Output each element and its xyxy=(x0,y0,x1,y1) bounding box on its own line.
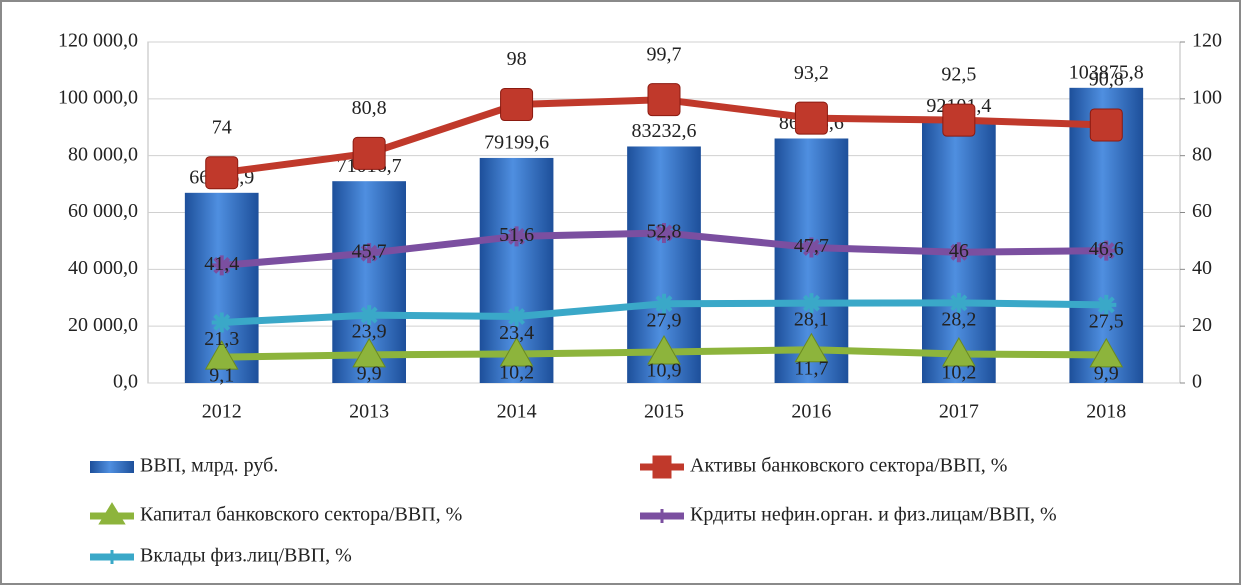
legend-item: Крдиты нефин.орган. и физ.лицам/ВВП, % xyxy=(640,504,1057,526)
legend-swatch xyxy=(90,461,134,473)
line-marker xyxy=(801,293,822,314)
line-value-label: 10,2 xyxy=(499,362,534,384)
line-marker xyxy=(801,237,822,258)
bar-value-label: 103875,8 xyxy=(1069,61,1144,83)
legend-marker xyxy=(655,509,669,523)
line-value-label: 74 xyxy=(212,116,232,138)
y-tick-label: 80 000,0 xyxy=(68,143,138,165)
line-value-label: 9,9 xyxy=(357,362,382,384)
line-value-label: 23,4 xyxy=(499,322,534,344)
y2-tick-label: 40 xyxy=(1192,257,1212,279)
line-value-label: 92,5 xyxy=(941,64,976,86)
line-marker xyxy=(506,306,527,327)
line-marker xyxy=(500,88,534,122)
y-tick-label: 60 000,0 xyxy=(68,200,138,222)
line-value-label: 28,1 xyxy=(794,309,829,331)
y-tick-label: 0,0 xyxy=(113,371,138,393)
legend-label: Капитал банковского сектора/ВВП, % xyxy=(140,504,462,526)
line-value-label: 47,7 xyxy=(794,235,829,257)
line-marker xyxy=(352,136,386,170)
legend-label: Крдиты нефин.орган. и физ.лицам/ВВП, % xyxy=(690,504,1057,526)
x-tick-label: 2013 xyxy=(349,401,389,423)
legend-marker xyxy=(105,550,119,564)
line-value-label: 21,3 xyxy=(204,328,239,350)
y2-tick-label: 60 xyxy=(1192,200,1212,222)
line-value-label: 10,2 xyxy=(941,362,976,384)
line-value-label: 41,4 xyxy=(204,253,239,275)
legend-item: Активы банковского сектора/ВВП, % xyxy=(640,455,1007,479)
line-value-label: 52,8 xyxy=(647,221,682,243)
line-value-label: 27,5 xyxy=(1089,310,1124,332)
line-marker xyxy=(1096,240,1117,261)
line-marker xyxy=(948,292,969,313)
line-value-label: 45,7 xyxy=(352,241,387,263)
x-tick-label: 2017 xyxy=(939,401,979,423)
line-value-label: 9,1 xyxy=(209,365,234,387)
line-value-label: 46 xyxy=(949,240,969,262)
y2-tick-label: 120 xyxy=(1192,30,1222,52)
legend-item: ВВП, млрд. руб. xyxy=(90,455,278,477)
line-value-label: 98 xyxy=(507,48,527,70)
x-tick-label: 2012 xyxy=(202,401,242,423)
line-value-label: 99,7 xyxy=(647,43,682,65)
line-marker xyxy=(654,222,674,243)
line-marker xyxy=(211,312,232,333)
line-marker xyxy=(794,101,828,135)
line-value-label: 9,9 xyxy=(1094,362,1119,384)
legend-item: Вклады физ.лиц/ВВП, % xyxy=(90,545,352,567)
line-marker xyxy=(647,335,681,365)
legend-marker xyxy=(98,502,126,525)
y-tick-label: 100 000,0 xyxy=(58,86,138,108)
line-value-label: 23,9 xyxy=(352,321,387,343)
y-tick-label: 120 000,0 xyxy=(58,30,138,52)
line-marker xyxy=(1089,337,1124,368)
line-value-label: 93,2 xyxy=(794,62,829,84)
line-marker xyxy=(1096,294,1117,315)
x-tick-label: 2014 xyxy=(497,401,537,423)
y2-tick-label: 80 xyxy=(1192,143,1212,165)
line-value-label: 27,9 xyxy=(647,309,682,331)
bar-value-label: 79199,6 xyxy=(484,132,549,154)
line-marker xyxy=(948,242,969,263)
y2-tick-label: 20 xyxy=(1192,314,1212,336)
line-marker xyxy=(499,337,534,367)
line-value-label: 51,6 xyxy=(499,224,534,246)
line-marker xyxy=(205,156,239,190)
line-value-label: 46,6 xyxy=(1089,238,1124,260)
line-value-label: 11,7 xyxy=(794,357,828,379)
line-marker xyxy=(359,243,380,264)
legend-label: ВВП, млрд. руб. xyxy=(140,455,278,477)
y2-tick-label: 100 xyxy=(1192,86,1222,108)
legend-label: Активы банковского сектора/ВВП, % xyxy=(690,455,1007,477)
line-marker xyxy=(352,337,387,368)
line-marker xyxy=(794,332,829,363)
line-value-label: 80,8 xyxy=(352,97,387,119)
line-marker xyxy=(647,83,681,117)
line-marker xyxy=(211,255,232,276)
bar-value-label: 83232,6 xyxy=(632,120,697,142)
x-tick-label: 2016 xyxy=(791,401,831,423)
y2-tick-label: 0 xyxy=(1192,371,1202,393)
line-marker xyxy=(941,337,976,367)
legend-marker xyxy=(652,455,672,479)
line-marker xyxy=(359,305,380,326)
line-marker xyxy=(506,226,527,247)
line-value-label: 10,9 xyxy=(647,360,682,382)
y-tick-label: 20 000,0 xyxy=(68,314,138,336)
line-value-label: 90,8 xyxy=(1089,69,1124,91)
x-tick-label: 2015 xyxy=(644,401,684,423)
legend-item: Капитал банковского сектора/ВВП, % xyxy=(90,502,462,526)
line-marker xyxy=(654,293,674,314)
line-marker xyxy=(1089,108,1123,142)
line-marker xyxy=(204,340,239,370)
line-value-label: 28,2 xyxy=(941,308,976,330)
x-tick-label: 2018 xyxy=(1086,401,1126,423)
y-tick-label: 40 000,0 xyxy=(68,257,138,279)
line-marker xyxy=(942,103,976,137)
legend-label: Вклады физ.лиц/ВВП, % xyxy=(140,545,352,567)
